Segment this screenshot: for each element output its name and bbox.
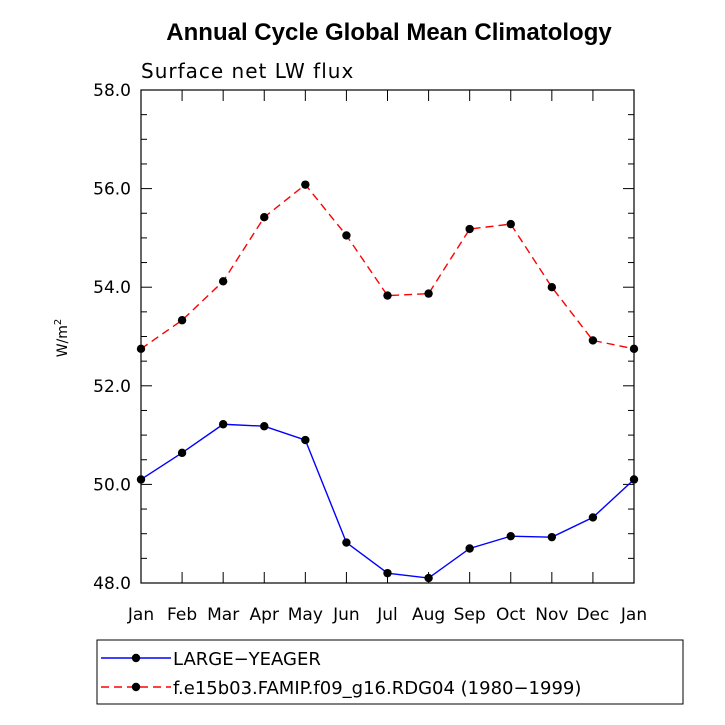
series-1-point (383, 568, 392, 578)
series-2-point (260, 212, 269, 222)
series-2-point (465, 224, 474, 234)
x-tick-label: May (288, 605, 323, 625)
series-1-point (629, 475, 639, 484)
series-2-point (547, 283, 557, 292)
series-2-point (218, 277, 228, 286)
y-tick-label: 52.0 (93, 377, 131, 397)
y-tick-label: 58.0 (93, 81, 131, 101)
series-1-point (506, 531, 515, 541)
series-1-point (424, 573, 433, 583)
y-axis-label: W/m2 (53, 319, 71, 358)
y-tick-label: 54.0 (93, 278, 131, 298)
x-tick-label: Aug (412, 605, 445, 625)
series-1-point (342, 538, 351, 547)
chart-subtitle: Surface net LW flux (141, 59, 354, 83)
legend-label-1: LARGE−YEAGER (173, 649, 321, 670)
series-2-point (588, 336, 598, 345)
y-tick-label: 56.0 (93, 180, 131, 200)
series-2-point (424, 289, 433, 298)
series-1-point (301, 435, 310, 445)
y-tick-label: 50.0 (93, 475, 131, 495)
y-axis-label-unit: W/m (55, 325, 71, 357)
x-tick-label: Jan (620, 605, 647, 625)
x-tick-label: Mar (207, 605, 239, 625)
legend-marker-1 (131, 653, 141, 663)
x-tick-label: Jul (376, 605, 398, 625)
series-line-2 (140, 183, 635, 350)
series-2-point (342, 231, 351, 240)
x-tick-label: Apr (250, 605, 279, 625)
legend: LARGE−YEAGER f.e15b03.FAMIP.f09_g16.RDG04… (96, 639, 684, 705)
legend-label-2: f.e15b03.FAMIP.f09_g16.RDG04 (1980−1999) (173, 678, 581, 699)
series-1-point (547, 532, 557, 542)
y-axis-label-superscript: 2 (53, 319, 64, 325)
series-1-point (465, 544, 474, 553)
x-tick-label: Jan (127, 605, 154, 625)
chart-title: Annual Cycle Global Mean Climatology (166, 19, 612, 46)
series-1-point (218, 420, 228, 429)
x-tick-label: Nov (535, 605, 568, 625)
series-1-point (588, 513, 598, 522)
series-2-point (629, 344, 639, 354)
x-tick-label: Oct (496, 605, 526, 625)
series-2-point (301, 180, 310, 189)
x-tick-label: Sep (454, 605, 486, 625)
x-tick-label: Dec (576, 605, 609, 625)
series-1-point (177, 448, 187, 458)
y-tick-label: 48.0 (93, 574, 131, 594)
legend-box (96, 639, 684, 705)
series-2-point (506, 219, 515, 229)
legend-marker-2 (131, 682, 141, 692)
series-2-point (136, 344, 146, 354)
series-1-point (136, 475, 146, 484)
x-tick-label: Feb (167, 605, 197, 625)
plot-area: 48.0 50.0 52.0 54.0 56.0 58.0 Jan Feb Mar Apr May J… (93, 81, 647, 625)
plot-frame (140, 89, 635, 584)
series-1-point (260, 422, 269, 431)
x-tick-label: Jun (332, 605, 360, 625)
series-2-point (177, 316, 187, 325)
series-line-1 (140, 423, 635, 579)
series-2-point (383, 291, 392, 300)
